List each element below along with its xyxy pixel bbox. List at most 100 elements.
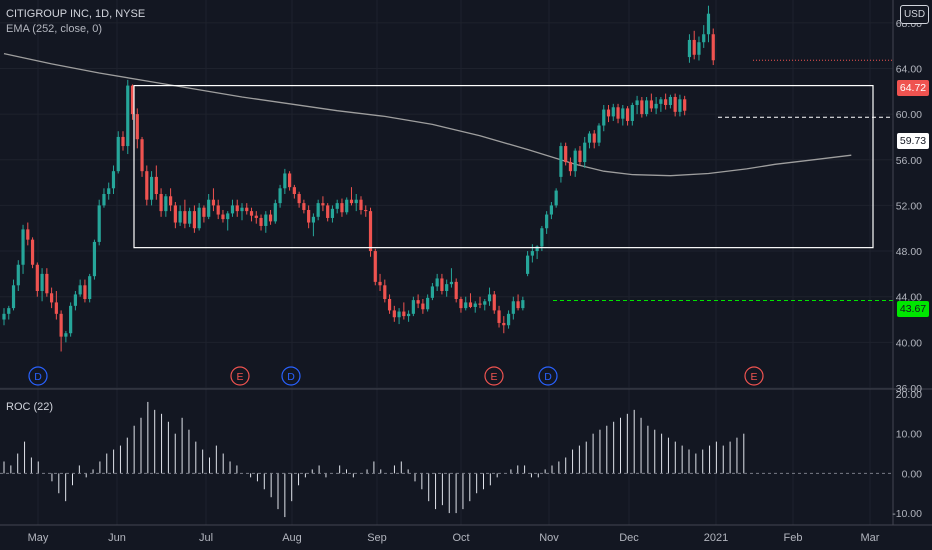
earnings-marker[interactable]: E xyxy=(744,366,764,386)
candle-body xyxy=(578,150,582,163)
candle xyxy=(711,28,715,66)
candle xyxy=(30,237,35,269)
event-circle xyxy=(230,366,250,386)
candle-body xyxy=(264,214,268,226)
candle xyxy=(102,188,106,208)
candle xyxy=(702,25,706,48)
candle xyxy=(197,203,201,231)
candle xyxy=(64,330,68,343)
candle-body xyxy=(611,107,615,117)
candle-body xyxy=(173,205,177,223)
candle-body xyxy=(673,97,677,112)
earnings-marker[interactable]: E xyxy=(230,366,250,386)
candle-body xyxy=(88,276,92,299)
roc-tick: 0.00 xyxy=(902,468,923,480)
dividend-marker[interactable]: D xyxy=(538,366,558,386)
candle xyxy=(549,201,553,220)
candle xyxy=(11,279,16,311)
candle xyxy=(578,146,582,166)
candle-body xyxy=(78,285,82,295)
candle-body xyxy=(35,264,39,291)
candle-body xyxy=(511,301,515,314)
candle-body xyxy=(245,207,249,212)
candle xyxy=(640,97,644,118)
event-circle xyxy=(28,366,48,386)
candle xyxy=(7,305,11,320)
price-tick: 44.00 xyxy=(896,292,922,304)
currency-button[interactable]: USD xyxy=(900,5,929,24)
candle xyxy=(611,103,615,121)
event-letter: D xyxy=(544,371,552,383)
candle xyxy=(78,279,82,297)
candle xyxy=(668,94,672,109)
candle-body xyxy=(625,108,630,121)
candle xyxy=(130,84,135,120)
candle xyxy=(40,268,44,302)
candle-body xyxy=(392,310,396,318)
candle xyxy=(145,165,149,206)
candle-body xyxy=(540,228,544,247)
candle xyxy=(111,165,116,194)
candle xyxy=(649,93,653,112)
candle-body xyxy=(292,187,296,194)
candle xyxy=(221,209,225,223)
candle xyxy=(554,188,558,208)
candle-body xyxy=(364,209,368,212)
candle-body xyxy=(54,302,58,314)
candle xyxy=(149,171,154,206)
candle xyxy=(268,209,273,225)
candle xyxy=(678,94,682,117)
candle-body xyxy=(249,211,254,216)
earnings-marker[interactable]: E xyxy=(484,366,504,386)
candle xyxy=(259,214,263,231)
candle xyxy=(559,142,563,183)
candle xyxy=(373,248,377,286)
time-tick: Jun xyxy=(108,532,126,544)
candle xyxy=(545,211,549,234)
candle-body xyxy=(597,125,601,143)
candle-body xyxy=(706,13,711,35)
candle xyxy=(16,260,20,291)
candle-body xyxy=(321,203,325,206)
candle xyxy=(354,194,358,212)
dividend-marker[interactable]: D xyxy=(28,366,48,386)
candle xyxy=(254,211,258,224)
candle-body xyxy=(159,194,163,212)
candle-body xyxy=(373,251,377,282)
candle-body xyxy=(169,196,173,206)
candle-body xyxy=(330,208,335,218)
event-circle xyxy=(538,366,558,386)
candle-body xyxy=(678,99,682,112)
candle xyxy=(616,103,620,124)
candle-body xyxy=(702,34,706,43)
time-tick: May xyxy=(28,532,49,544)
candle-body xyxy=(335,203,339,209)
candle-body xyxy=(606,109,611,117)
candle-body xyxy=(711,34,715,61)
dividend-marker[interactable]: D xyxy=(281,366,301,386)
candle xyxy=(88,273,92,303)
candle-body xyxy=(402,311,406,317)
candle-body xyxy=(30,239,35,265)
candle-body xyxy=(164,196,168,212)
candle xyxy=(468,293,473,309)
candle xyxy=(664,93,668,110)
candle-body xyxy=(454,281,458,299)
candle-body xyxy=(464,302,468,309)
candle-body xyxy=(411,300,415,314)
event-letter: E xyxy=(750,371,757,383)
candle-body xyxy=(554,190,558,206)
candle xyxy=(230,199,235,217)
candle xyxy=(50,287,54,309)
candle-body xyxy=(583,142,587,163)
candle-body xyxy=(216,205,220,215)
candle-body xyxy=(440,278,444,291)
candle-body xyxy=(192,211,196,229)
candle-body xyxy=(183,211,187,224)
candle-body xyxy=(254,215,258,218)
candle xyxy=(473,301,477,313)
candle-body xyxy=(521,300,525,309)
roc-tick: 10.00 xyxy=(896,429,922,441)
candle xyxy=(302,199,306,214)
